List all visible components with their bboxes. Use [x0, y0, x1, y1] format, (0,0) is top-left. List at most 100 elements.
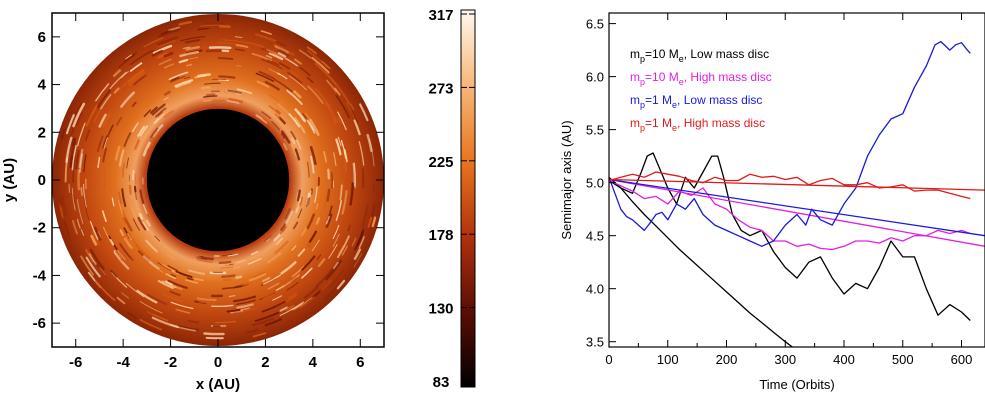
disc-streak — [85, 248, 95, 263]
disc-streak — [185, 279, 199, 284]
disc-streak — [175, 270, 193, 278]
disc-streak — [121, 292, 130, 299]
disc-streak — [353, 253, 363, 268]
right-y-tick-label: 6.0 — [586, 70, 604, 85]
disc-streak — [62, 194, 67, 217]
disc-streak — [235, 299, 256, 306]
disc-streak — [328, 244, 338, 259]
disc-streak — [323, 194, 328, 211]
disc-streak — [261, 58, 283, 70]
disc-streak — [198, 255, 204, 258]
disc-streak — [307, 50, 329, 68]
left-x-tick-label: -6 — [69, 354, 82, 371]
disc-streak — [157, 279, 174, 289]
disc-streak — [311, 239, 320, 252]
disc-streak — [350, 103, 355, 111]
disc-streak — [84, 129, 91, 142]
disc-streak — [152, 44, 173, 55]
disc-streak — [241, 292, 261, 300]
disc-streak — [118, 200, 123, 215]
disc-streak — [136, 289, 158, 304]
disc-streak — [218, 74, 231, 77]
disc-streak — [325, 259, 343, 281]
disc-streak — [341, 190, 348, 215]
disc-streak — [101, 210, 107, 222]
disc-streak — [158, 58, 172, 66]
disc-streak — [151, 316, 179, 329]
disc-streak — [308, 230, 318, 243]
disc-streak — [258, 70, 276, 80]
disc-streak — [151, 49, 163, 57]
disc-streak — [304, 112, 313, 124]
disc-streak — [279, 306, 288, 312]
disc-streak — [248, 272, 267, 282]
disc-streak — [324, 101, 339, 124]
disc-streak — [80, 186, 83, 196]
disc-streak — [218, 79, 230, 82]
disc-streak — [143, 109, 152, 118]
disc-streak — [118, 191, 122, 205]
disc-streak — [228, 97, 244, 104]
disc-streak — [218, 260, 232, 265]
disc-streak — [287, 212, 295, 226]
right-y-tick-label: 4.5 — [586, 229, 604, 244]
disc-streak — [157, 40, 176, 48]
disc-streak — [256, 80, 270, 88]
disc-streak — [361, 204, 369, 228]
disc-streak — [134, 139, 141, 150]
legend-entry: mp=10 Me, Low mass disc — [630, 47, 769, 64]
disc-streak — [139, 189, 145, 205]
disc-streak — [260, 47, 273, 54]
left-y-axis-title: y (AU) — [1, 158, 18, 202]
disc-streak — [164, 280, 173, 286]
disc-streak — [119, 229, 125, 237]
disc-streak — [277, 49, 289, 57]
disc-streak — [277, 72, 288, 80]
disc-streak — [73, 194, 76, 204]
disc-streak — [119, 242, 134, 261]
disc-streak — [353, 162, 356, 188]
disc-streak — [200, 86, 211, 89]
disc-streak — [118, 149, 125, 167]
disc-streak — [227, 89, 242, 95]
disc-streak — [275, 109, 281, 115]
disc-streak — [279, 301, 305, 317]
disc-streak — [293, 90, 302, 99]
disc-streak — [114, 250, 124, 262]
disc-streak — [290, 142, 298, 157]
disc-streak — [335, 200, 343, 222]
disc-streak — [301, 267, 313, 279]
disc-streak — [95, 83, 110, 102]
disc-streak — [221, 285, 243, 290]
disc-streak — [296, 189, 301, 202]
disc-streak — [142, 141, 151, 157]
right-y-tick-label: 4.0 — [586, 282, 604, 297]
disc-streak — [161, 264, 180, 275]
disc-streak — [367, 216, 373, 228]
disc-streak — [143, 37, 164, 48]
series-line-5 — [609, 178, 985, 237]
disc-streak — [91, 230, 100, 246]
disc-streak — [184, 39, 201, 44]
disc-streak — [232, 308, 256, 314]
disc-streak — [151, 103, 166, 116]
disc-streak — [163, 110, 174, 119]
disc-streak — [163, 103, 169, 108]
disc-streak — [353, 248, 362, 260]
disc-streak — [294, 148, 301, 161]
disc-streak — [257, 333, 267, 338]
colorbar-tick-label: 83 — [433, 374, 450, 391]
disc-streak — [325, 215, 330, 225]
colorbar-tick-label: 178 — [428, 227, 453, 244]
disc-streak — [277, 51, 287, 58]
disc-streak — [220, 266, 234, 269]
disc-streak — [121, 188, 127, 208]
disc-streak — [94, 280, 116, 302]
disc-streak — [179, 50, 200, 58]
disc-heatmap — [52, 14, 384, 346]
right-y-tick-label: 5.5 — [586, 123, 604, 138]
right-x-tick-label: 600 — [951, 352, 973, 367]
disc-streak — [269, 94, 280, 102]
disc-streak — [96, 135, 104, 153]
disc-streak — [119, 243, 131, 258]
